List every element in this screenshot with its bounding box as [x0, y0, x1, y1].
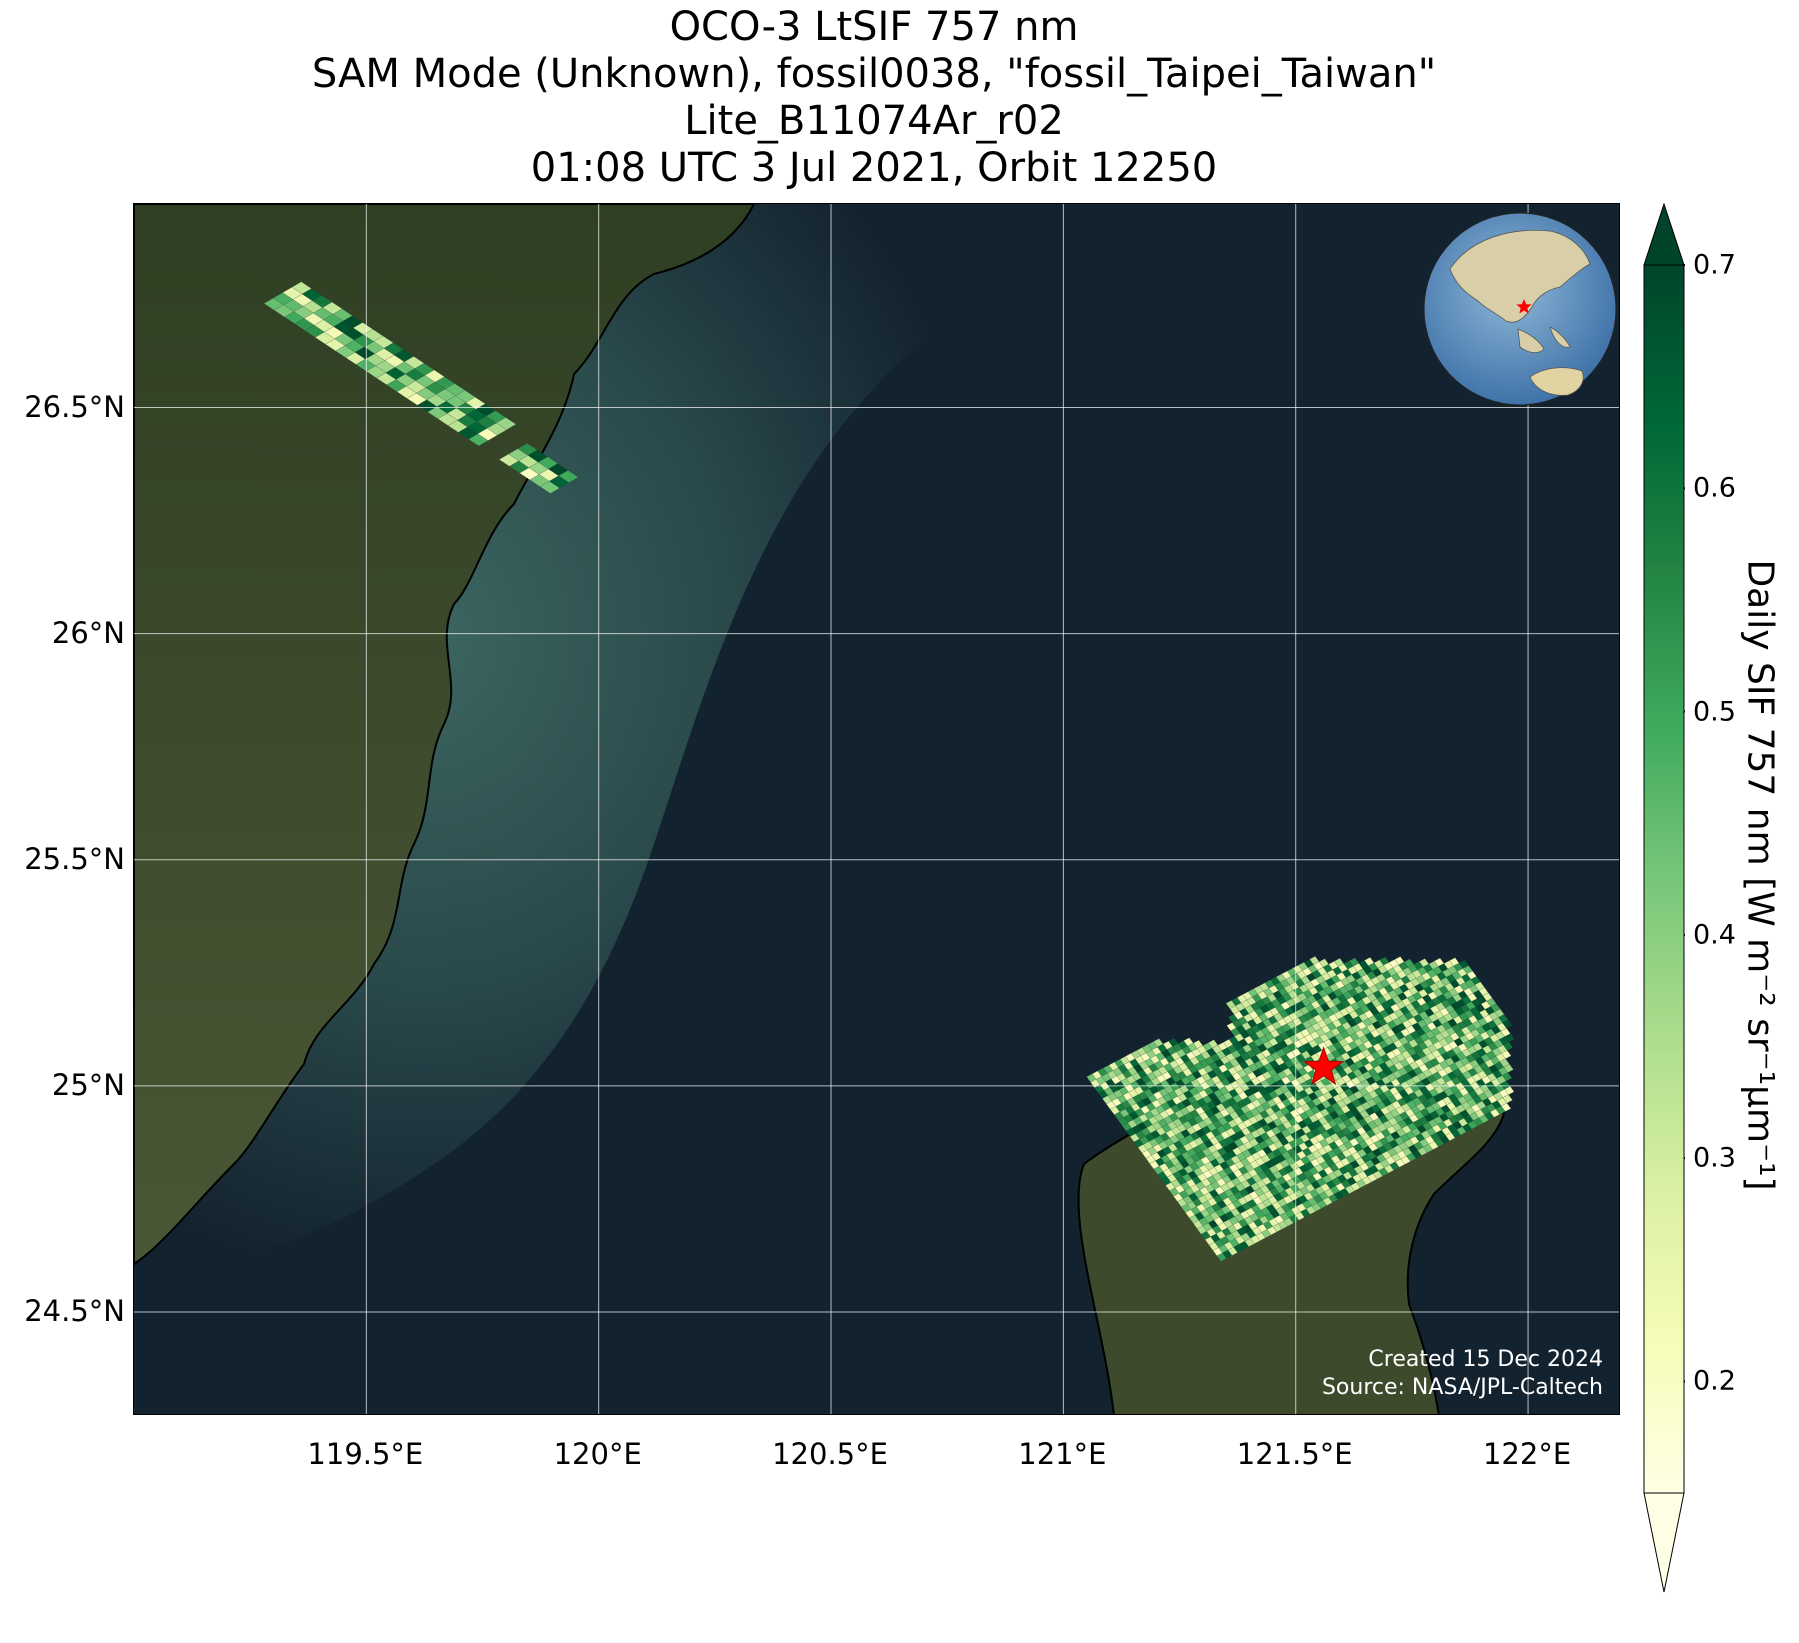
- lon-tick-121.5: 121.5°E: [1236, 1437, 1353, 1471]
- title-line-4: 01:08 UTC 3 Jul 2021, Orbit 12250: [530, 145, 1218, 191]
- lon-tick-120: 120°E: [553, 1437, 642, 1471]
- globe-australia-land: [1529, 367, 1584, 396]
- north-swath: [263, 281, 579, 494]
- colorbar-body: [1643, 264, 1685, 1494]
- lat-tick-24.5: 24.5°N: [24, 1293, 125, 1328]
- taipei-swath: [1086, 955, 1515, 1262]
- colorbar-label: Daily SIF 757 nm [W m⁻² sr⁻¹μm⁻¹]: [1739, 559, 1781, 1191]
- colorbar: [1643, 203, 1685, 1593]
- lon-tick-120.5: 120.5°E: [772, 1437, 888, 1471]
- lat-tick-26.5: 26.5°N: [24, 389, 125, 424]
- title-line-2: SAM Mode (Unknown), fossil0038, "fossil_…: [311, 51, 1437, 97]
- created-date: Created 15 Dec 2024: [1368, 1347, 1603, 1372]
- sif-footprint: [1502, 1094, 1513, 1104]
- sif-footprint: [496, 417, 517, 430]
- colorbar-bottom-extend: [1643, 1492, 1685, 1593]
- globe-asia-land: [1449, 229, 1591, 323]
- data-source: Source: NASA/JPL-Caltech: [1321, 1375, 1603, 1400]
- title-line-1: OCO-3 LtSIF 757 nm: [669, 4, 1079, 50]
- cb-tick-0.5: 0.5: [1693, 696, 1736, 728]
- credit-block: Created 15 Dec 2024 Source: NASA/JPL-Cal…: [1322, 1346, 1603, 1402]
- lat-tick-25: 25°N: [51, 1067, 125, 1102]
- gridlines: [134, 204, 1619, 1414]
- globe-sea-land: [1517, 326, 1571, 353]
- cb-tick-0.3: 0.3: [1693, 1142, 1736, 1174]
- sif-footprint: [558, 470, 579, 483]
- lon-tick-119.5: 119.5°E: [307, 1437, 424, 1471]
- cb-tick-0.2: 0.2: [1693, 1365, 1736, 1397]
- colorbar-top-extend: [1643, 203, 1685, 266]
- cb-tick-0.4: 0.4: [1693, 919, 1736, 951]
- inset-globe: [1423, 212, 1617, 406]
- globe-star-icon: [1516, 299, 1532, 314]
- lat-tick-26: 26°N: [51, 615, 125, 650]
- sif-footprint: [1501, 1050, 1512, 1060]
- cb-tick-0.7: 0.7: [1693, 249, 1736, 281]
- sif-footprint: [1502, 1019, 1513, 1029]
- mainland-land: [134, 204, 756, 1266]
- cb-tick-0.6: 0.6: [1693, 472, 1736, 504]
- map-canvas: [134, 204, 1619, 1414]
- title-line-3: Lite_B11074Ar_r02: [684, 98, 1064, 144]
- lon-tick-121: 121°E: [1018, 1437, 1107, 1471]
- sif-footprint: [1504, 1033, 1515, 1043]
- map-panel[interactable]: Created 15 Dec 2024 Source: NASA/JPL-Cal…: [133, 203, 1620, 1415]
- lon-tick-122: 122°E: [1482, 1437, 1572, 1471]
- sif-footprint: [1501, 1072, 1513, 1082]
- sif-footprint: [1502, 1041, 1514, 1051]
- sif-footprint: [1500, 1102, 1512, 1112]
- target-star-icon: [1303, 1046, 1345, 1086]
- lat-tick-25.5: 25.5°N: [24, 841, 125, 876]
- sif-footprint: [1504, 1085, 1515, 1096]
- colorbar-tick-marks: [1684, 264, 1685, 1383]
- sif-footprint: [1503, 1063, 1514, 1073]
